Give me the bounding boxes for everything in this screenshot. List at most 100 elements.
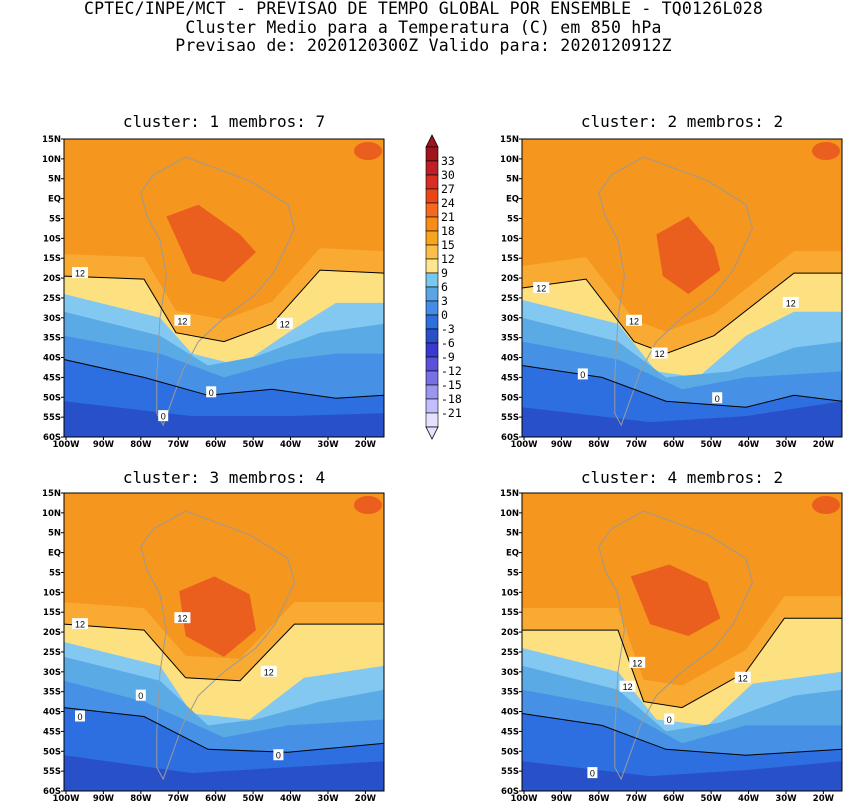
lon-tick-label: 50W: [701, 794, 723, 803]
lon-tick-label: 20W: [813, 794, 835, 803]
contour-label-bg: [206, 386, 217, 398]
lat-tick-label: 15N: [500, 489, 519, 499]
lon-tick-label: 30W: [317, 794, 339, 803]
lon-tick-label: 50W: [701, 440, 723, 450]
contour-label-bg: [577, 368, 588, 380]
lat-tick-label: 55S: [43, 767, 61, 777]
lat-tick-label: 25S: [501, 648, 519, 658]
lon-tick-label: 100W: [52, 440, 80, 450]
header-line-2: Cluster Medio para a Temperatura (C) em …: [185, 17, 662, 37]
lat-tick-label: 45S: [43, 373, 61, 383]
lat-tick-label: EQ: [506, 549, 519, 559]
lon-tick-label: 40W: [280, 440, 302, 450]
contour-label-bg: [626, 314, 642, 326]
contour-label: 12: [632, 658, 642, 668]
contour-label: 0: [590, 769, 595, 779]
contour-label: 0: [667, 715, 672, 725]
contour-12: [63, 269, 385, 343]
lat-tick-label: 30S: [501, 668, 519, 678]
south-america-outline: [598, 510, 753, 781]
contour-label: 12: [536, 284, 546, 294]
lat-tick-label: EQ: [48, 195, 61, 205]
contour-label: 0: [715, 394, 720, 404]
lat-tick-label: 55S: [501, 413, 519, 423]
contour-label: 0: [77, 712, 82, 722]
contour-label-bg: [174, 314, 191, 326]
lon-tick-label: 70W: [168, 794, 190, 803]
lon-tick-label: 80W: [130, 794, 152, 803]
contour-label-bg: [782, 296, 799, 308]
header-line-1: CPTEC/INPE/MCT - PREVISAO DE TEMPO GLOBA…: [84, 0, 763, 18]
map-frame: [521, 138, 843, 438]
lon-tick-label: 50W: [243, 794, 265, 803]
panel-title-cluster-1: cluster: 1 membros: 7: [122, 112, 326, 131]
lat-tick-label: 35S: [501, 334, 519, 344]
lat-tick-label: 15N: [500, 135, 519, 145]
contour-label: 12: [786, 298, 796, 308]
contour-label-bg: [651, 347, 668, 359]
lat-tick-label: 60S: [501, 433, 519, 443]
lat-tick-label: 15S: [501, 608, 519, 618]
lat-tick-label: EQ: [48, 549, 61, 559]
contour-label-bg: [587, 767, 598, 779]
contour-label: 0: [138, 691, 143, 701]
lat-tick-label: 5S: [507, 568, 519, 578]
contour-label: 12: [75, 269, 85, 279]
lat-tick-label: 20S: [43, 628, 61, 638]
lon-tick-label: 70W: [626, 440, 648, 450]
lat-tick-label: 60S: [501, 787, 519, 797]
lon-tick-label: 30W: [775, 440, 797, 450]
lat-tick-label: EQ: [506, 195, 519, 205]
lat-tick-label: 20S: [501, 628, 519, 638]
warm-core: [166, 204, 256, 282]
contour-label-bg: [629, 656, 646, 668]
contour-label-bg: [664, 713, 675, 725]
contour-label-bg: [273, 749, 284, 761]
lon-tick-label: 60W: [663, 794, 685, 803]
lon-tick-label: 90W: [93, 440, 115, 450]
lat-tick-label: 35S: [43, 334, 61, 344]
contour-label: 12: [738, 673, 748, 683]
lon-tick-label: 80W: [588, 440, 610, 450]
lon-tick-label: 80W: [588, 794, 610, 803]
lon-tick-label: 50W: [243, 440, 265, 450]
lat-tick-label: 5N: [48, 529, 61, 539]
lat-tick-label: 35S: [501, 688, 519, 698]
lat-tick-label: 45S: [43, 727, 61, 737]
contour-label: 0: [209, 388, 214, 398]
south-america-outline: [140, 156, 295, 427]
lat-tick-label: 40S: [43, 354, 61, 364]
lat-tick-label: 15S: [43, 608, 61, 618]
contour-label-bg: [734, 671, 751, 683]
contour-0: [521, 713, 843, 756]
lat-tick-label: 45S: [501, 373, 519, 383]
contour-label-bg: [276, 317, 293, 329]
map-panel-3: 12 12 12 0 0 0 15N 10N 5N EQ 5S 10S 15S 20S 25S 30S 35S 4…: [42, 489, 385, 803]
contour-label-bg: [158, 410, 169, 422]
contour-label-bg: [619, 680, 636, 692]
lat-tick-label: 60S: [43, 433, 61, 443]
lat-tick-label: 10N: [42, 155, 61, 165]
lon-tick-label: 100W: [52, 794, 80, 803]
lon-tick-label: 60W: [205, 440, 227, 450]
lat-tick-label: 50S: [43, 747, 61, 757]
lon-tick-label: 40W: [738, 794, 760, 803]
lat-tick-label: 10S: [43, 588, 61, 598]
south-america-outline: [140, 510, 295, 781]
contour-label: 12: [177, 316, 187, 326]
contour-label-bg: [533, 282, 550, 293]
contour-label: 12: [623, 682, 633, 692]
lat-tick-label: 25S: [501, 294, 519, 304]
lat-tick-label: 5S: [49, 568, 61, 578]
lat-tick-label: 55S: [501, 767, 519, 777]
lat-tick-label: 5S: [507, 214, 519, 224]
lat-tick-label: 45S: [501, 727, 519, 737]
lon-tick-label: 40W: [738, 440, 760, 450]
figure-header: CPTEC/INPE/MCT - PREVISAO DE TEMPO GLOBA…: [0, 0, 847, 56]
contour-label-bg: [260, 665, 277, 677]
contour-label: 12: [280, 319, 290, 329]
lat-tick-label: 15N: [42, 135, 61, 145]
contour-label-bg: [72, 618, 88, 630]
lat-tick-label: 5N: [48, 175, 61, 185]
lat-tick-label: 10N: [42, 509, 61, 519]
